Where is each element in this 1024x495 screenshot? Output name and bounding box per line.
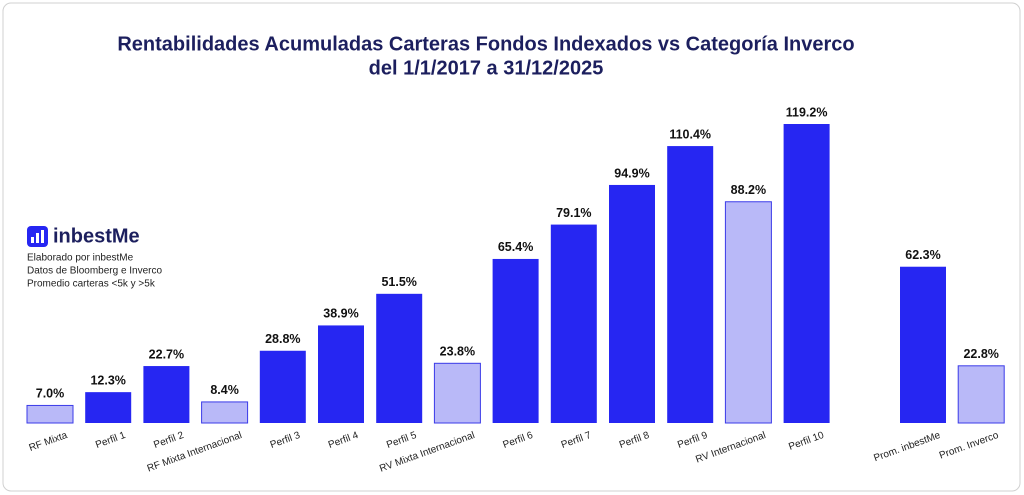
bar: [433, 362, 481, 424]
value-label: 119.2%: [786, 105, 828, 119]
value-label: 12.3%: [90, 373, 125, 387]
chart-title: Rentabilidades Acumuladas Carteras Fondo…: [117, 33, 854, 55]
value-label: 65.4%: [498, 240, 533, 254]
value-label: 94.9%: [614, 166, 649, 180]
note: Elaborado por inbestMe: [27, 253, 134, 264]
logo-icon-bar: [31, 237, 34, 243]
bar: [376, 293, 423, 423]
bar: [26, 404, 74, 424]
bar: [957, 365, 1005, 424]
bar: [667, 146, 714, 423]
value-label: 88.2%: [731, 183, 766, 197]
value-label: 79.1%: [556, 206, 591, 220]
logo-icon-bar: [41, 230, 44, 243]
bar: [724, 201, 772, 424]
bar: [143, 366, 190, 423]
value-label: 62.3%: [905, 248, 940, 262]
value-label: 28.8%: [265, 332, 300, 346]
value-label: 38.9%: [323, 307, 358, 321]
bar: [550, 224, 597, 423]
bar: [900, 266, 946, 423]
logo-text: inbestMe: [53, 225, 140, 247]
logo-icon-bar: [36, 233, 39, 243]
value-label: 110.4%: [669, 127, 711, 141]
bar: [201, 401, 249, 424]
chart-title: del 1/1/2017 a 31/12/2025: [369, 57, 604, 79]
bar: [259, 350, 306, 423]
value-label: 51.5%: [381, 275, 416, 289]
bar: [609, 184, 655, 423]
value-label: 22.8%: [963, 347, 998, 361]
value-label: 8.4%: [210, 383, 239, 397]
bar: [492, 258, 539, 423]
note: Datos de Bloomberg e Inverco: [27, 266, 163, 277]
bar: [318, 325, 364, 423]
value-label: 23.8%: [440, 345, 475, 359]
value-label: 22.7%: [149, 347, 184, 361]
bar: [85, 392, 132, 423]
bar: [783, 124, 830, 423]
note: Promedio carteras <5k y >5k: [27, 279, 156, 290]
value-label: 7.0%: [36, 387, 65, 401]
